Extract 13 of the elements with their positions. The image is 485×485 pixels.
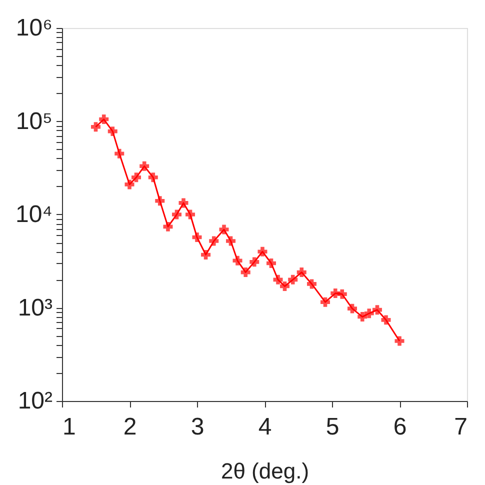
x-tick-label: 1	[62, 414, 76, 440]
y-tick-label: 10³	[18, 294, 53, 322]
x-tick-label: 6	[393, 414, 407, 440]
y-tick-label: 10⁵	[16, 108, 52, 135]
x-tick-label: 5	[326, 414, 340, 440]
y-tick-label: 10⁴	[15, 201, 52, 228]
y-tick-label: 10⁶	[16, 14, 52, 42]
x-tick-label: 2	[123, 414, 137, 440]
x-tick-label: 4	[258, 414, 272, 440]
x-axis-title: 2θ (deg.)	[220, 458, 310, 484]
x-tick-label: 7	[454, 414, 468, 440]
x-tick-label: 3	[190, 414, 204, 440]
y-tick-label: 10²	[18, 388, 53, 414]
